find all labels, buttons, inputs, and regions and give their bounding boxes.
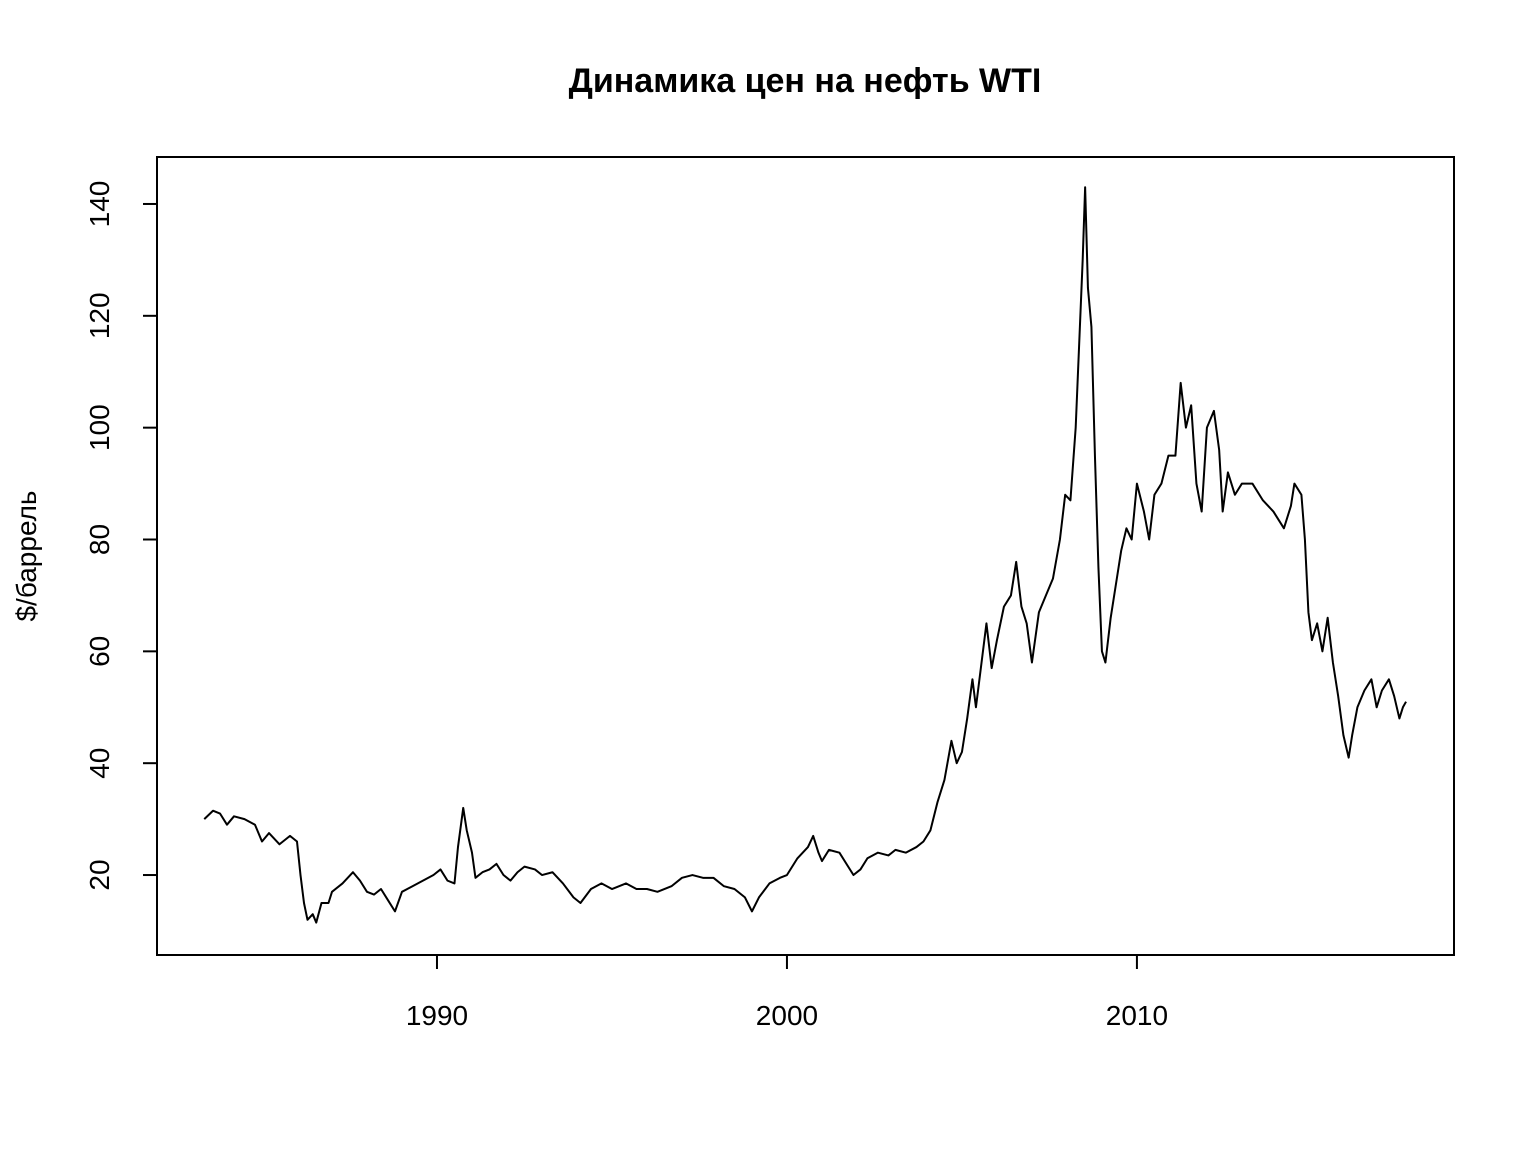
y-tick-label: 40 — [84, 748, 115, 779]
x-tick-label: 2010 — [1106, 1000, 1168, 1031]
y-tick-label: 80 — [84, 524, 115, 555]
x-tick-label: 1990 — [406, 1000, 468, 1031]
price-line — [203, 186, 1407, 924]
y-axis-label: $/баррель — [11, 490, 42, 621]
y-tick-label: 140 — [84, 181, 115, 228]
y-tick-label: 100 — [84, 404, 115, 451]
y-tick-label: 60 — [84, 636, 115, 667]
chart-title: Динамика цен на нефть WTI — [569, 62, 1042, 100]
plot-frame — [156, 156, 1455, 956]
x-tick-label: 2000 — [756, 1000, 818, 1031]
y-tick-label: 120 — [84, 292, 115, 339]
y-tick-label: 20 — [84, 859, 115, 890]
